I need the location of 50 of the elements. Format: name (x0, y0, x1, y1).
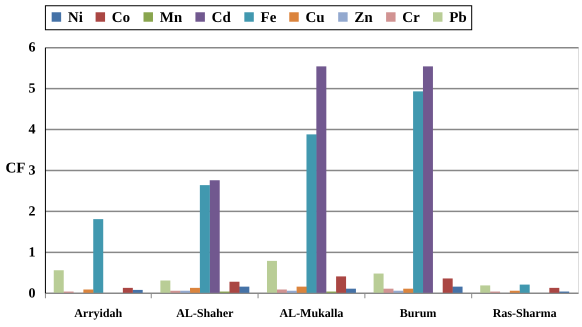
bar (383, 288, 394, 293)
y-tick-label: 6 (28, 40, 36, 56)
x-tick-label: Arryidah (74, 306, 123, 320)
bar (132, 290, 143, 293)
bar (480, 285, 490, 293)
bar (266, 260, 277, 293)
legend-label: Cd (212, 10, 232, 26)
bar (403, 288, 414, 293)
bar (442, 278, 453, 293)
legend-label: Fe (260, 10, 277, 26)
bar (306, 134, 316, 293)
bar (413, 91, 424, 293)
x-tick-label: Burum (400, 306, 436, 320)
y-tick-label: 4 (28, 122, 36, 138)
y-tick-label: 1 (28, 245, 36, 260)
bar (276, 290, 287, 293)
bar (200, 185, 210, 293)
bar (296, 286, 307, 293)
bar (83, 290, 94, 293)
x-tick-label: AL-Shaher (176, 306, 234, 320)
bar (210, 180, 220, 293)
bar (160, 280, 170, 293)
x-tick-label: AL-Mukalla (280, 306, 344, 320)
y-tick-label: 5 (28, 82, 36, 97)
bar (520, 284, 530, 293)
bar (229, 282, 240, 293)
x-tick-label: Ras-Sharma (492, 306, 557, 320)
legend-label: Cr (402, 10, 420, 26)
legend-label: Cu (305, 10, 325, 26)
legend-label: Ni (68, 10, 83, 26)
bar (422, 66, 433, 293)
bar (122, 288, 133, 293)
bar (190, 288, 200, 293)
bar (239, 286, 250, 293)
legend-label: Mn (160, 10, 183, 26)
bar (374, 274, 384, 293)
bar (54, 270, 64, 293)
legend-label: Zn (354, 10, 374, 26)
y-tick-label: 2 (28, 204, 36, 220)
bar (316, 66, 326, 293)
y-tick-label: 0 (28, 286, 36, 302)
y-tick-label: 3 (28, 163, 36, 178)
legend-label: Pb (449, 10, 467, 26)
y-axis-title: CF (5, 160, 26, 176)
bar (93, 219, 104, 293)
bar (452, 286, 463, 293)
bar (336, 276, 346, 293)
bar (346, 288, 356, 293)
legend-label: Co (112, 10, 130, 26)
bar (549, 288, 560, 293)
